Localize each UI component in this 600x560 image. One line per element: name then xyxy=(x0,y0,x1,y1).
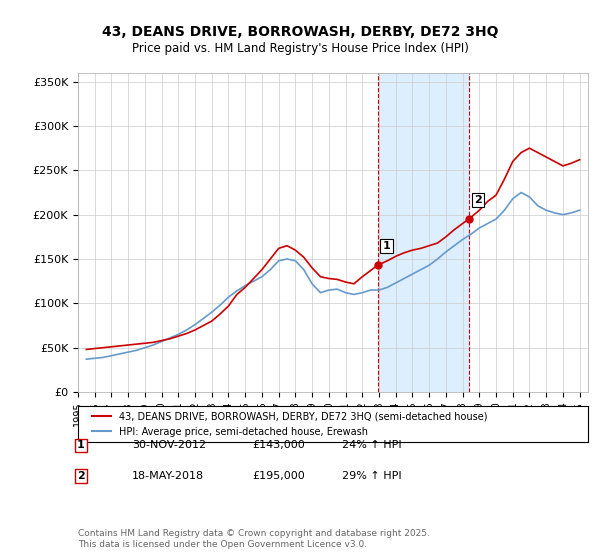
Text: £143,000: £143,000 xyxy=(252,440,305,450)
Text: 2: 2 xyxy=(77,471,85,481)
Text: £195,000: £195,000 xyxy=(252,471,305,481)
Text: 1: 1 xyxy=(77,440,85,450)
Legend: 43, DEANS DRIVE, BORROWASH, DERBY, DE72 3HQ (semi-detached house), HPI: Average : 43, DEANS DRIVE, BORROWASH, DERBY, DE72 … xyxy=(88,408,491,441)
Text: 18-MAY-2018: 18-MAY-2018 xyxy=(132,471,204,481)
Text: 2: 2 xyxy=(474,195,482,205)
Text: Contains HM Land Registry data © Crown copyright and database right 2025.
This d: Contains HM Land Registry data © Crown c… xyxy=(78,529,430,549)
Text: 1: 1 xyxy=(383,241,391,251)
Text: 30-NOV-2012: 30-NOV-2012 xyxy=(132,440,206,450)
Text: 43, DEANS DRIVE, BORROWASH, DERBY, DE72 3HQ: 43, DEANS DRIVE, BORROWASH, DERBY, DE72 … xyxy=(102,25,498,39)
Bar xyxy=(377,73,469,392)
Text: 24% ↑ HPI: 24% ↑ HPI xyxy=(342,440,401,450)
Text: 29% ↑ HPI: 29% ↑ HPI xyxy=(342,471,401,481)
Text: Price paid vs. HM Land Registry's House Price Index (HPI): Price paid vs. HM Land Registry's House … xyxy=(131,42,469,55)
